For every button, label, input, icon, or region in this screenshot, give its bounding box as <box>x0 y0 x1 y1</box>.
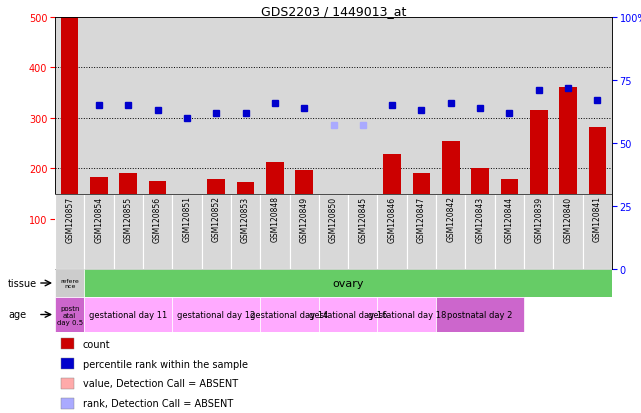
Bar <box>378 195 407 269</box>
Bar <box>90 177 108 269</box>
Text: GSM120845: GSM120845 <box>358 196 367 242</box>
Bar <box>553 195 583 269</box>
Bar <box>319 195 348 269</box>
Bar <box>530 111 547 269</box>
Text: gestational day 16: gestational day 16 <box>309 310 387 319</box>
Bar <box>296 170 313 269</box>
Bar <box>290 195 319 269</box>
Text: GSM120856: GSM120856 <box>153 196 162 242</box>
Text: rank, Detection Call = ABSENT: rank, Detection Call = ABSENT <box>83 398 233 408</box>
Bar <box>55 195 85 269</box>
Text: GSM120852: GSM120852 <box>212 196 221 242</box>
Bar <box>501 180 518 269</box>
Bar <box>383 155 401 269</box>
Bar <box>119 174 137 269</box>
Bar <box>231 195 260 269</box>
Bar <box>260 297 319 332</box>
Bar <box>60 339 74 349</box>
Bar <box>471 169 489 269</box>
Text: gestational day 12: gestational day 12 <box>177 310 255 319</box>
Bar <box>348 195 378 269</box>
Bar <box>85 195 113 269</box>
Text: ovary: ovary <box>333 278 364 288</box>
Bar <box>266 162 284 269</box>
Text: GSM120839: GSM120839 <box>534 196 543 242</box>
Bar <box>149 181 167 269</box>
Text: GSM120848: GSM120848 <box>271 196 279 242</box>
Text: gestational day 14: gestational day 14 <box>251 310 329 319</box>
Text: GSM120842: GSM120842 <box>446 196 455 242</box>
Bar <box>113 195 143 269</box>
Text: GSM120853: GSM120853 <box>241 196 250 242</box>
Text: gestational day 18: gestational day 18 <box>367 310 446 319</box>
Bar <box>378 297 436 332</box>
Bar <box>319 297 378 332</box>
Bar <box>237 183 254 269</box>
Bar <box>325 200 342 269</box>
Bar <box>172 297 260 332</box>
Text: GSM120846: GSM120846 <box>388 196 397 242</box>
Bar <box>55 269 85 297</box>
Text: GSM120850: GSM120850 <box>329 196 338 242</box>
Bar <box>559 87 577 269</box>
Bar <box>260 195 290 269</box>
Bar <box>178 200 196 269</box>
Bar <box>55 297 85 332</box>
Bar <box>201 195 231 269</box>
Text: percentile rank within the sample: percentile rank within the sample <box>83 359 248 369</box>
Text: value, Detection Call = ABSENT: value, Detection Call = ABSENT <box>83 378 238 389</box>
Text: tissue: tissue <box>8 278 37 288</box>
Text: GSM120843: GSM120843 <box>476 196 485 242</box>
Text: GSM120851: GSM120851 <box>183 196 192 242</box>
Bar <box>465 195 495 269</box>
Text: GSM120847: GSM120847 <box>417 196 426 242</box>
Bar <box>583 195 612 269</box>
Bar <box>407 195 436 269</box>
Bar <box>524 195 553 269</box>
Bar <box>60 358 74 369</box>
Bar <box>208 180 225 269</box>
Bar <box>588 128 606 269</box>
Bar <box>60 378 74 389</box>
Text: GDS2203 / 1449013_at: GDS2203 / 1449013_at <box>261 5 406 18</box>
Text: GSM120840: GSM120840 <box>563 196 572 242</box>
Bar <box>436 297 524 332</box>
Text: age: age <box>8 310 26 320</box>
Bar <box>143 195 172 269</box>
Text: count: count <box>83 339 110 349</box>
Text: postn
atal
day 0.5: postn atal day 0.5 <box>56 305 83 325</box>
Text: gestational day 11: gestational day 11 <box>89 310 167 319</box>
Bar <box>495 195 524 269</box>
Bar <box>436 195 465 269</box>
Bar <box>172 195 201 269</box>
Text: GSM120854: GSM120854 <box>94 196 103 242</box>
Text: GSM120857: GSM120857 <box>65 196 74 242</box>
Bar <box>85 297 172 332</box>
Text: GSM120849: GSM120849 <box>300 196 309 242</box>
Text: GSM120844: GSM120844 <box>505 196 514 242</box>
Text: refere
nce: refere nce <box>60 278 79 289</box>
Bar <box>61 18 78 269</box>
Bar <box>442 142 460 269</box>
Bar <box>413 174 430 269</box>
Bar <box>354 195 372 269</box>
Text: postnatal day 2: postnatal day 2 <box>447 310 513 319</box>
Bar <box>60 398 74 408</box>
Text: GSM120855: GSM120855 <box>124 196 133 242</box>
Text: GSM120841: GSM120841 <box>593 196 602 242</box>
